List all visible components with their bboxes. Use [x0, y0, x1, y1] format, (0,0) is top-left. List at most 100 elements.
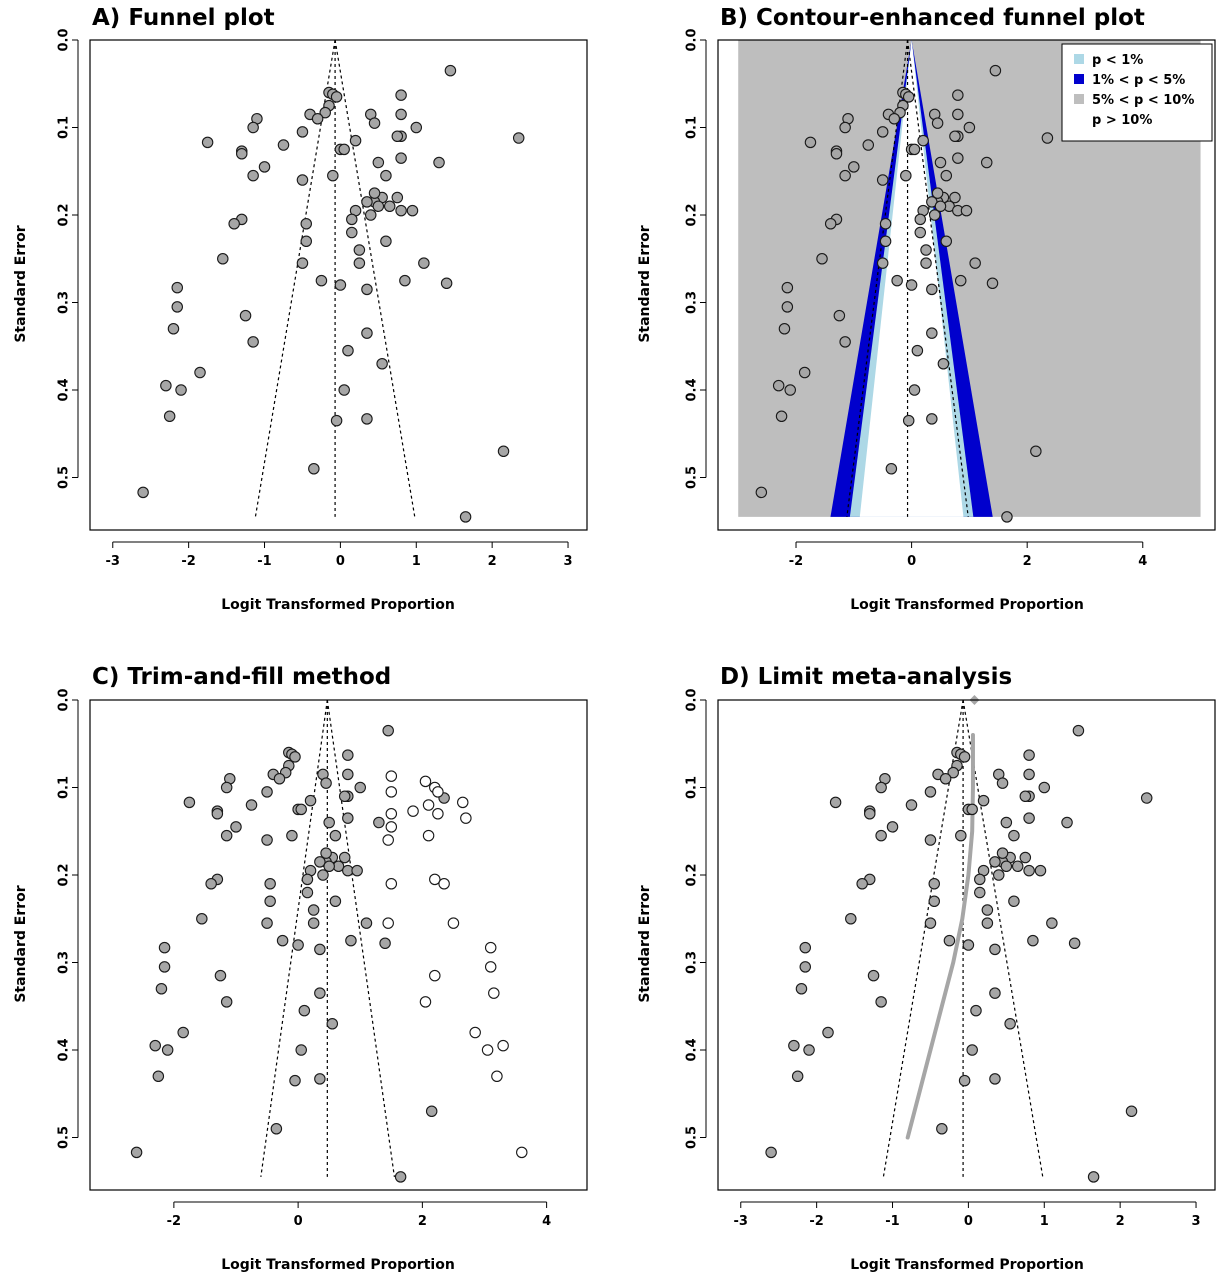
- study-point: [799, 941, 812, 954]
- imputed-study-point: [385, 821, 398, 833]
- study-point: [839, 121, 851, 134]
- imputed-study-point: [385, 770, 398, 782]
- panel-a-y-axis-label: Standard Error: [13, 225, 29, 342]
- study-point: [822, 1026, 834, 1039]
- study-point: [368, 187, 381, 199]
- study-point: [867, 969, 880, 982]
- study-point: [755, 486, 768, 499]
- study-point: [298, 1004, 311, 1017]
- imputed-study-point: [469, 1026, 481, 1039]
- study-point: [379, 937, 391, 949]
- study-point: [270, 1122, 283, 1135]
- study-point: [418, 257, 430, 269]
- study-point: [171, 281, 184, 294]
- study-point: [908, 143, 921, 156]
- legend-swatch-p-gt-10: [1074, 114, 1084, 124]
- study-point: [989, 943, 1001, 956]
- study-point: [273, 773, 286, 785]
- y-tick-label: 0.3: [685, 951, 700, 974]
- study-point: [989, 987, 1001, 999]
- study-point: [952, 152, 964, 164]
- x-tick-label: -1: [885, 1214, 899, 1229]
- imputed-study-point: [438, 878, 450, 890]
- study-point: [395, 204, 407, 217]
- study-point: [245, 799, 258, 811]
- study-point: [1023, 768, 1035, 781]
- study-point: [765, 1146, 777, 1159]
- imputed-study-point: [429, 969, 441, 982]
- study-point: [264, 878, 276, 890]
- study-point: [1125, 1105, 1138, 1117]
- panel-b-legend: p < 1% 1% < p < 5% 5% < p < 10% p > 10%: [1061, 43, 1213, 142]
- study-point: [1000, 816, 1013, 829]
- y-tick-label: 0.1: [685, 776, 700, 799]
- study-point: [406, 204, 419, 217]
- study-point: [289, 1074, 301, 1087]
- study-point: [931, 187, 944, 199]
- study-point: [788, 1039, 800, 1052]
- study-point: [963, 121, 976, 134]
- study-point: [361, 327, 373, 339]
- x-tick-label: -3: [734, 1214, 748, 1229]
- y-tick-label: 0.4: [57, 1038, 72, 1061]
- study-point: [1046, 917, 1058, 929]
- study-point: [886, 821, 899, 833]
- imputed-study-point: [419, 775, 432, 788]
- study-point: [342, 749, 354, 761]
- study-point: [342, 344, 354, 357]
- panel-d-plot-area: -3 -2 -1 0 1 2 3 0.0 0.1 0.2 0.3 0.4 0.5: [685, 688, 1216, 1229]
- funnel-right-line: [326, 699, 396, 1177]
- study-point: [320, 777, 332, 789]
- study-point: [395, 89, 407, 101]
- study-point: [937, 357, 950, 370]
- imputed-study-point: [484, 941, 497, 954]
- study-point: [158, 961, 171, 973]
- x-tick-label: -2: [181, 554, 195, 569]
- imputed-study-point: [407, 805, 419, 817]
- legend-box: [1061, 43, 1213, 142]
- panel-d-y-axis-label: Standard Error: [637, 885, 653, 1002]
- study-point: [804, 136, 817, 149]
- y-tick-label: 0.1: [57, 116, 72, 139]
- study-point: [459, 511, 472, 523]
- legend-label-p-lt-1: p < 1%: [1092, 53, 1143, 68]
- panel-b-contour-funnel-plot: B) Contour-enhanced funnel plot -2 0 2 4 0.0…: [637, 5, 1216, 613]
- study-point: [980, 156, 993, 169]
- study-point: [329, 895, 342, 907]
- imputed-study-point: [422, 799, 435, 811]
- legend-swatch-p-5-10: [1074, 94, 1084, 104]
- study-point: [989, 64, 1002, 77]
- study-point: [296, 257, 309, 269]
- study-point: [977, 794, 990, 807]
- study-point: [772, 379, 785, 392]
- study-point: [816, 253, 828, 265]
- study-point: [954, 274, 967, 287]
- study-point: [969, 257, 981, 269]
- study-point: [824, 218, 837, 230]
- study-point: [966, 1044, 978, 1056]
- study-point: [383, 200, 396, 213]
- study-point: [996, 847, 1009, 859]
- y-tick-label: 0.4: [685, 1038, 700, 1061]
- study-point: [829, 796, 842, 809]
- y-tick-label: 0.0: [685, 688, 700, 711]
- study-point: [952, 89, 964, 101]
- study-point: [934, 156, 947, 169]
- x-tick-label: 0: [336, 554, 345, 569]
- study-point: [1023, 749, 1035, 761]
- study-point: [775, 410, 788, 422]
- study-point: [900, 169, 912, 182]
- study-point: [380, 169, 392, 182]
- x-tick-label: 3: [1192, 1214, 1201, 1229]
- study-point: [346, 213, 358, 226]
- study-point: [301, 873, 314, 886]
- panel-a-funnel-plot: A) Funnel plot -3 -2 -1 0 1 2 3 0.0 0.1 0.2 0.3 0.4…: [13, 5, 588, 613]
- y-tick-label: 0.1: [57, 776, 72, 799]
- study-point: [171, 301, 184, 313]
- study-point: [425, 1105, 438, 1117]
- y-tick-label: 0.0: [57, 688, 72, 711]
- study-point: [1000, 860, 1013, 873]
- study-point: [839, 169, 851, 182]
- study-point: [992, 869, 1005, 881]
- study-point: [329, 829, 342, 842]
